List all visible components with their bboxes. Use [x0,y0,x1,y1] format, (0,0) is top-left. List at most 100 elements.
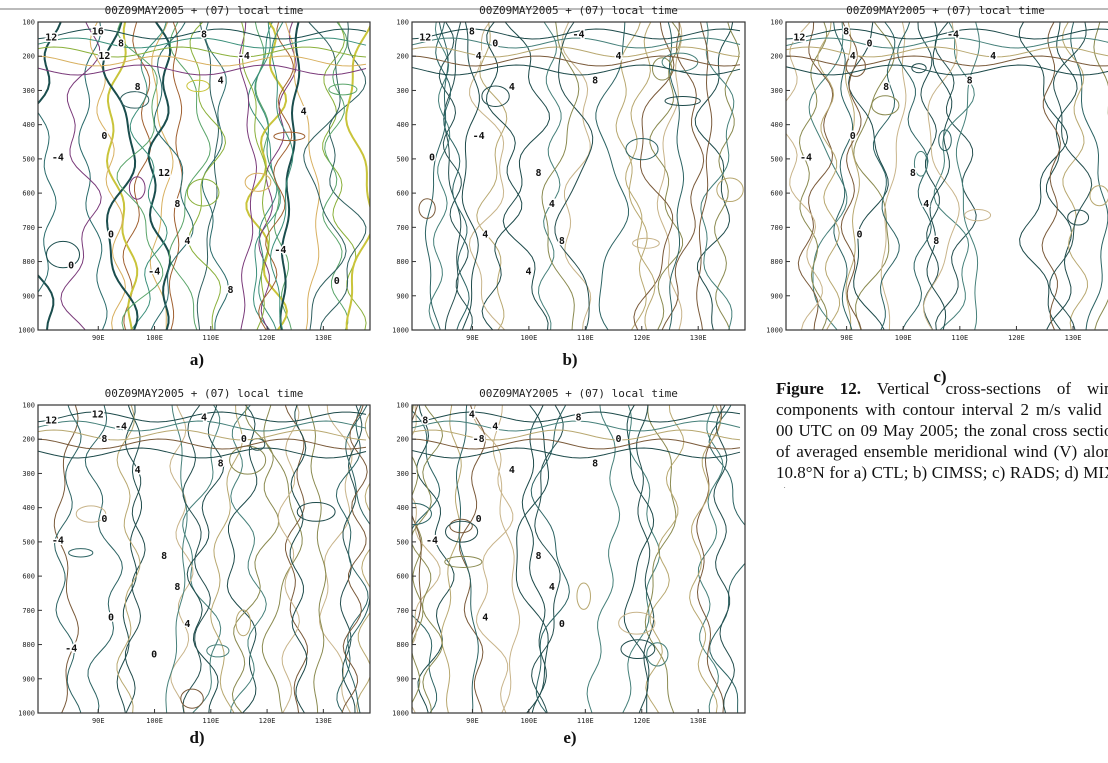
contour-line [412,411,741,423]
contour-label: 8 [536,551,542,562]
contour-label: 4 [509,82,515,93]
x-tick-label: 100E [146,334,163,342]
contour-label: 8 [592,459,598,470]
contour-label: 8 [174,582,180,593]
panel-label: c) [933,367,946,386]
contour-line [615,22,648,330]
contour-loop [186,79,210,93]
contour-line [303,22,347,330]
contour-label: -4 [115,422,127,433]
contour-line [182,405,211,713]
x-tick-label: 130E [690,717,707,725]
contour-loop [625,138,659,161]
contour-line [696,405,725,713]
contour-line [38,64,367,76]
y-tick-label: 800 [396,258,409,266]
contour-line [786,55,1108,67]
contour-line [196,22,220,330]
contour-line [289,405,308,713]
x-tick-label: 90E [92,717,105,725]
contour-label: 0 [429,153,435,164]
contour-label: 16 [92,26,104,37]
contour-line [101,22,139,330]
contour-line [165,405,188,713]
y-tick-label: 300 [770,87,783,95]
x-tick-label: 90E [840,334,853,342]
contour-line [481,22,523,330]
contour-label: 4 [492,422,498,433]
contour-label: 4 [549,199,555,210]
panel-label: b) [562,350,577,369]
contour-line [649,22,684,330]
contour-line [714,22,740,330]
contour-line [38,46,367,58]
contour-line [955,22,980,330]
contour-loop [444,555,483,568]
contour-line [644,405,677,713]
contour-line [636,405,655,713]
contour-label: 0 [492,39,498,50]
contour-line [54,405,82,713]
x-tick-label: 110E [577,717,594,725]
contour-line [492,405,521,713]
y-tick-label: 700 [770,224,783,232]
x-tick-label: 130E [1065,334,1082,342]
contour-line [1018,22,1069,330]
y-tick-label: 900 [22,292,35,300]
panel-label: e) [563,728,576,747]
contour-line [279,22,301,330]
contour-loop [664,95,701,106]
contour-line [428,22,451,330]
contour-line [561,22,592,330]
panel: 00Z09MAY2005 + (07) local time 100 200 300 4… [766,4,1108,386]
y-tick-label: 300 [22,87,35,95]
contour-label: 0 [850,131,856,142]
contours [786,22,1108,330]
contour-label: 8 [469,26,475,37]
contour-line [322,22,349,330]
contour-line [285,22,320,330]
contour-line [622,405,661,713]
contour-line [339,405,363,713]
contour-loop [618,611,656,635]
contour-label: -4 [473,131,485,142]
contour-line [38,411,367,423]
contour-label: 12 [98,51,110,62]
contour-line [412,438,741,450]
contour-label: 8 [101,434,107,445]
contour-line [926,22,953,330]
contour-line [541,22,580,330]
contour-line [461,22,480,330]
contour-loop [481,85,510,108]
panel-title: 00Z09MAY2005 + (07) local time [479,387,678,400]
x-tick-label: 100E [146,717,163,725]
contour-loop [296,501,336,522]
contour-label: -4 [52,536,64,547]
contour-loop [871,95,900,116]
y-tick-label: 700 [22,224,35,232]
contour-line [412,405,444,713]
contour-line [696,22,713,330]
contour-line [319,22,367,330]
contour-label: 8 [843,26,849,37]
contour-loop [716,177,744,203]
contour-label: 0 [334,276,340,287]
contour-line [872,22,900,330]
panel-title: 00Z09MAY2005 + (07) local time [105,4,304,17]
contour-label: 8 [559,236,565,247]
contours [38,405,370,713]
contour-line [472,405,514,713]
y-tick-label: 100 [22,19,35,27]
y-tick-label: 900 [396,675,409,683]
contour-line [168,22,211,330]
contour-label: 4 [135,465,141,476]
contour-loop [444,520,479,543]
plot-frame [37,21,371,331]
contour-line [521,405,547,713]
contour-label: 4 [184,236,190,247]
contour-label: -8 [473,434,485,445]
contour-line [38,438,367,450]
y-tick-label: 300 [396,87,409,95]
plot-frame [37,404,371,714]
